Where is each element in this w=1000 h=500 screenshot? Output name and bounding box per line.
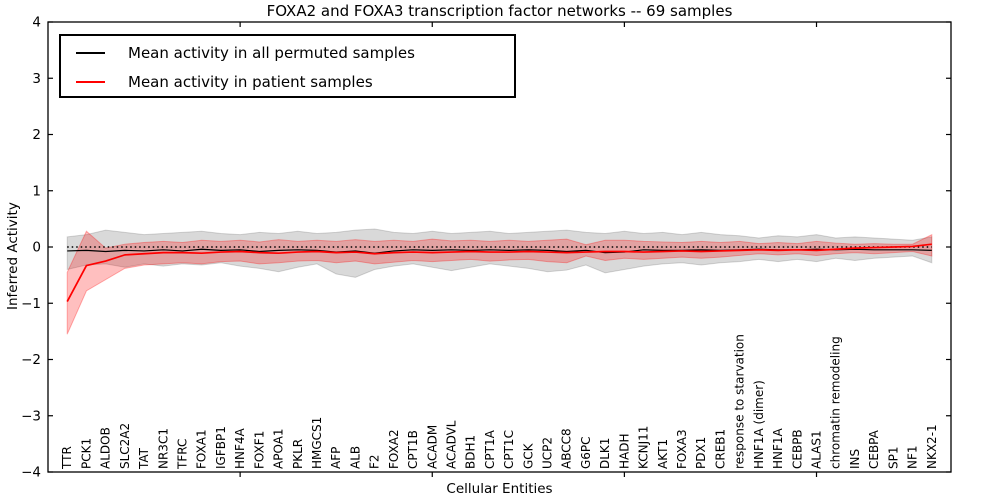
x-tick-label: FOXA3 — [675, 429, 689, 469]
x-tick-label: TFRC — [175, 439, 189, 470]
legend-item-patient: Mean activity in patient samples — [61, 67, 514, 96]
x-tick-label: IGFBP1 — [214, 426, 228, 469]
x-tick-label: TTR — [60, 446, 74, 470]
x-tick-label: CEBPB — [790, 429, 804, 469]
patient-samples-uncertainty-band — [66, 230, 933, 335]
x-tick-label: TAT — [137, 447, 151, 470]
x-tick-label: PDX1 — [694, 437, 708, 469]
x-axis-label: Cellular Entities — [446, 481, 553, 497]
legend-label-permuted: Mean activity in all permuted samples — [128, 43, 415, 62]
y-tick-label: 1 — [32, 183, 41, 199]
x-tick-label: FOXA1 — [195, 429, 209, 469]
legend: Mean activity in all permuted samples Me… — [59, 34, 516, 98]
x-tick-label: DLK1 — [598, 438, 612, 469]
y-tick-label: 0 — [32, 240, 41, 256]
x-tick-label: ABCC8 — [560, 428, 574, 469]
y-tick-label: −1 — [21, 296, 41, 312]
x-tick-label: GCK — [521, 442, 535, 469]
x-tick-label: F2 — [368, 454, 382, 469]
legend-label-patient: Mean activity in patient samples — [128, 72, 373, 91]
permuted-line-swatch — [76, 51, 105, 54]
x-tick-label: response to starvation — [733, 334, 747, 469]
x-tick-label: CPT1B — [406, 430, 420, 469]
y-tick-label: 3 — [32, 71, 41, 87]
x-tick-label: BDH1 — [464, 435, 478, 469]
y-tick-label: −2 — [21, 352, 41, 368]
x-tick-label: CPT1A — [483, 429, 497, 469]
x-tick-label: PCK1 — [79, 438, 93, 469]
x-tick-label: AKT1 — [656, 439, 670, 469]
x-tick-label: NKX2-1 — [925, 424, 939, 469]
x-tick-label: HNF4A — [233, 427, 247, 469]
x-tick-label: HNF1A (dimer) — [752, 380, 766, 469]
x-tick-label: CPT1C — [502, 430, 516, 469]
x-tick-label: ALDOB — [99, 427, 113, 469]
x-tick-label: ALB — [348, 446, 362, 469]
x-tick-label: NF1 — [906, 445, 920, 469]
x-tick-label: UCP2 — [541, 437, 555, 469]
x-tick-label: APOA1 — [272, 428, 286, 469]
chart-title: FOXA2 and FOXA3 transcription factor net… — [266, 2, 733, 20]
x-tick-label: G6PC — [579, 436, 593, 469]
patient-mean-line — [66, 243, 932, 302]
x-tick-label: FOXF1 — [252, 431, 266, 469]
x-tick-label: AFP — [329, 447, 343, 469]
x-tick-label: PKLR — [291, 439, 305, 469]
y-tick-label: 2 — [32, 127, 41, 143]
x-tick-label: NR3C1 — [156, 428, 170, 469]
x-tick-label: HNF1A — [771, 427, 785, 469]
x-tick-label: INS — [848, 449, 862, 469]
x-tick-label: SLC2A2 — [118, 423, 132, 469]
x-tick-label: KCNJ11 — [637, 426, 651, 469]
x-tick-label: ALAS1 — [810, 430, 824, 469]
x-tick-label: HMGCS1 — [310, 417, 324, 469]
x-tick-label: FOXA2 — [387, 429, 401, 469]
y-tick-label: −3 — [21, 408, 41, 424]
x-tick-label: HADH — [617, 434, 631, 470]
y-tick-label: −4 — [21, 465, 41, 481]
x-tick-label: ACADM — [425, 425, 439, 469]
legend-item-permuted: Mean activity in all permuted samples — [61, 38, 514, 67]
x-tick-label: ACADVL — [444, 420, 458, 469]
x-tick-label: CREB1 — [713, 429, 727, 469]
permuted-samples-uncertainty-band — [66, 228, 933, 278]
patient-line-swatch — [76, 80, 105, 83]
x-tick-label: CEBPA — [867, 429, 881, 469]
y-tick-label: 4 — [32, 15, 41, 31]
x-tick-label: chromatin remodeling — [829, 336, 843, 469]
x-tick-label: SP1 — [886, 447, 900, 470]
